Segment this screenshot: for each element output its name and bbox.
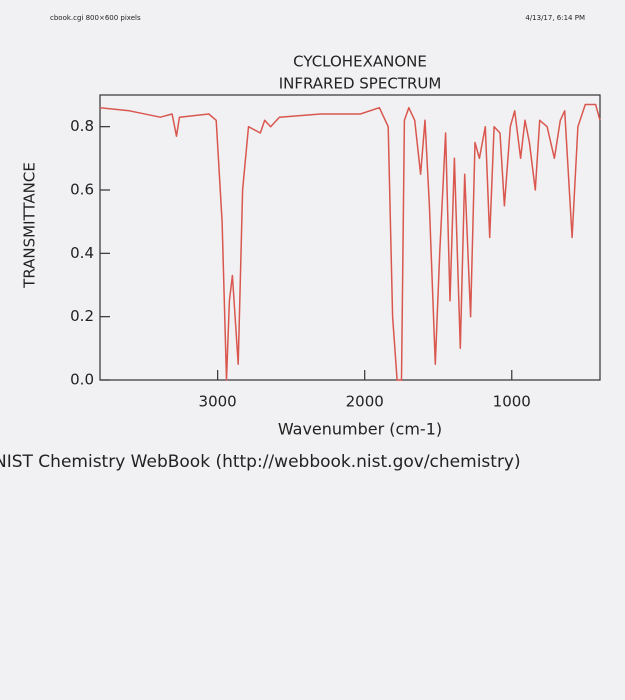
y-tick-label: 0.4 bbox=[70, 244, 94, 262]
y-axis-label: TRANSMITTANCE bbox=[21, 162, 39, 289]
header-left: cbook.cgi 800×600 pixels bbox=[50, 14, 141, 22]
y-tick-label: 0.6 bbox=[70, 181, 94, 199]
x-tick-label: 3000 bbox=[199, 393, 237, 411]
x-axis-label: Wavenumber (cm-1) bbox=[278, 420, 442, 439]
y-tick-label: 0.2 bbox=[70, 307, 94, 325]
footer: NIST Chemistry WebBook (http://webbook.n… bbox=[0, 452, 521, 472]
y-tick-label: 0.0 bbox=[70, 371, 94, 389]
chart-title: INFRARED SPECTRUM bbox=[279, 75, 442, 93]
chart-title: CYCLOHEXANONE bbox=[293, 53, 427, 71]
x-tick-label: 2000 bbox=[346, 393, 384, 411]
x-tick-label: 1000 bbox=[493, 393, 531, 411]
y-tick-label: 0.8 bbox=[70, 117, 94, 135]
plot-frame bbox=[99, 94, 601, 381]
spectrum-line bbox=[99, 103, 601, 381]
header-right: 4/13/17, 6:14 PM bbox=[525, 14, 585, 22]
